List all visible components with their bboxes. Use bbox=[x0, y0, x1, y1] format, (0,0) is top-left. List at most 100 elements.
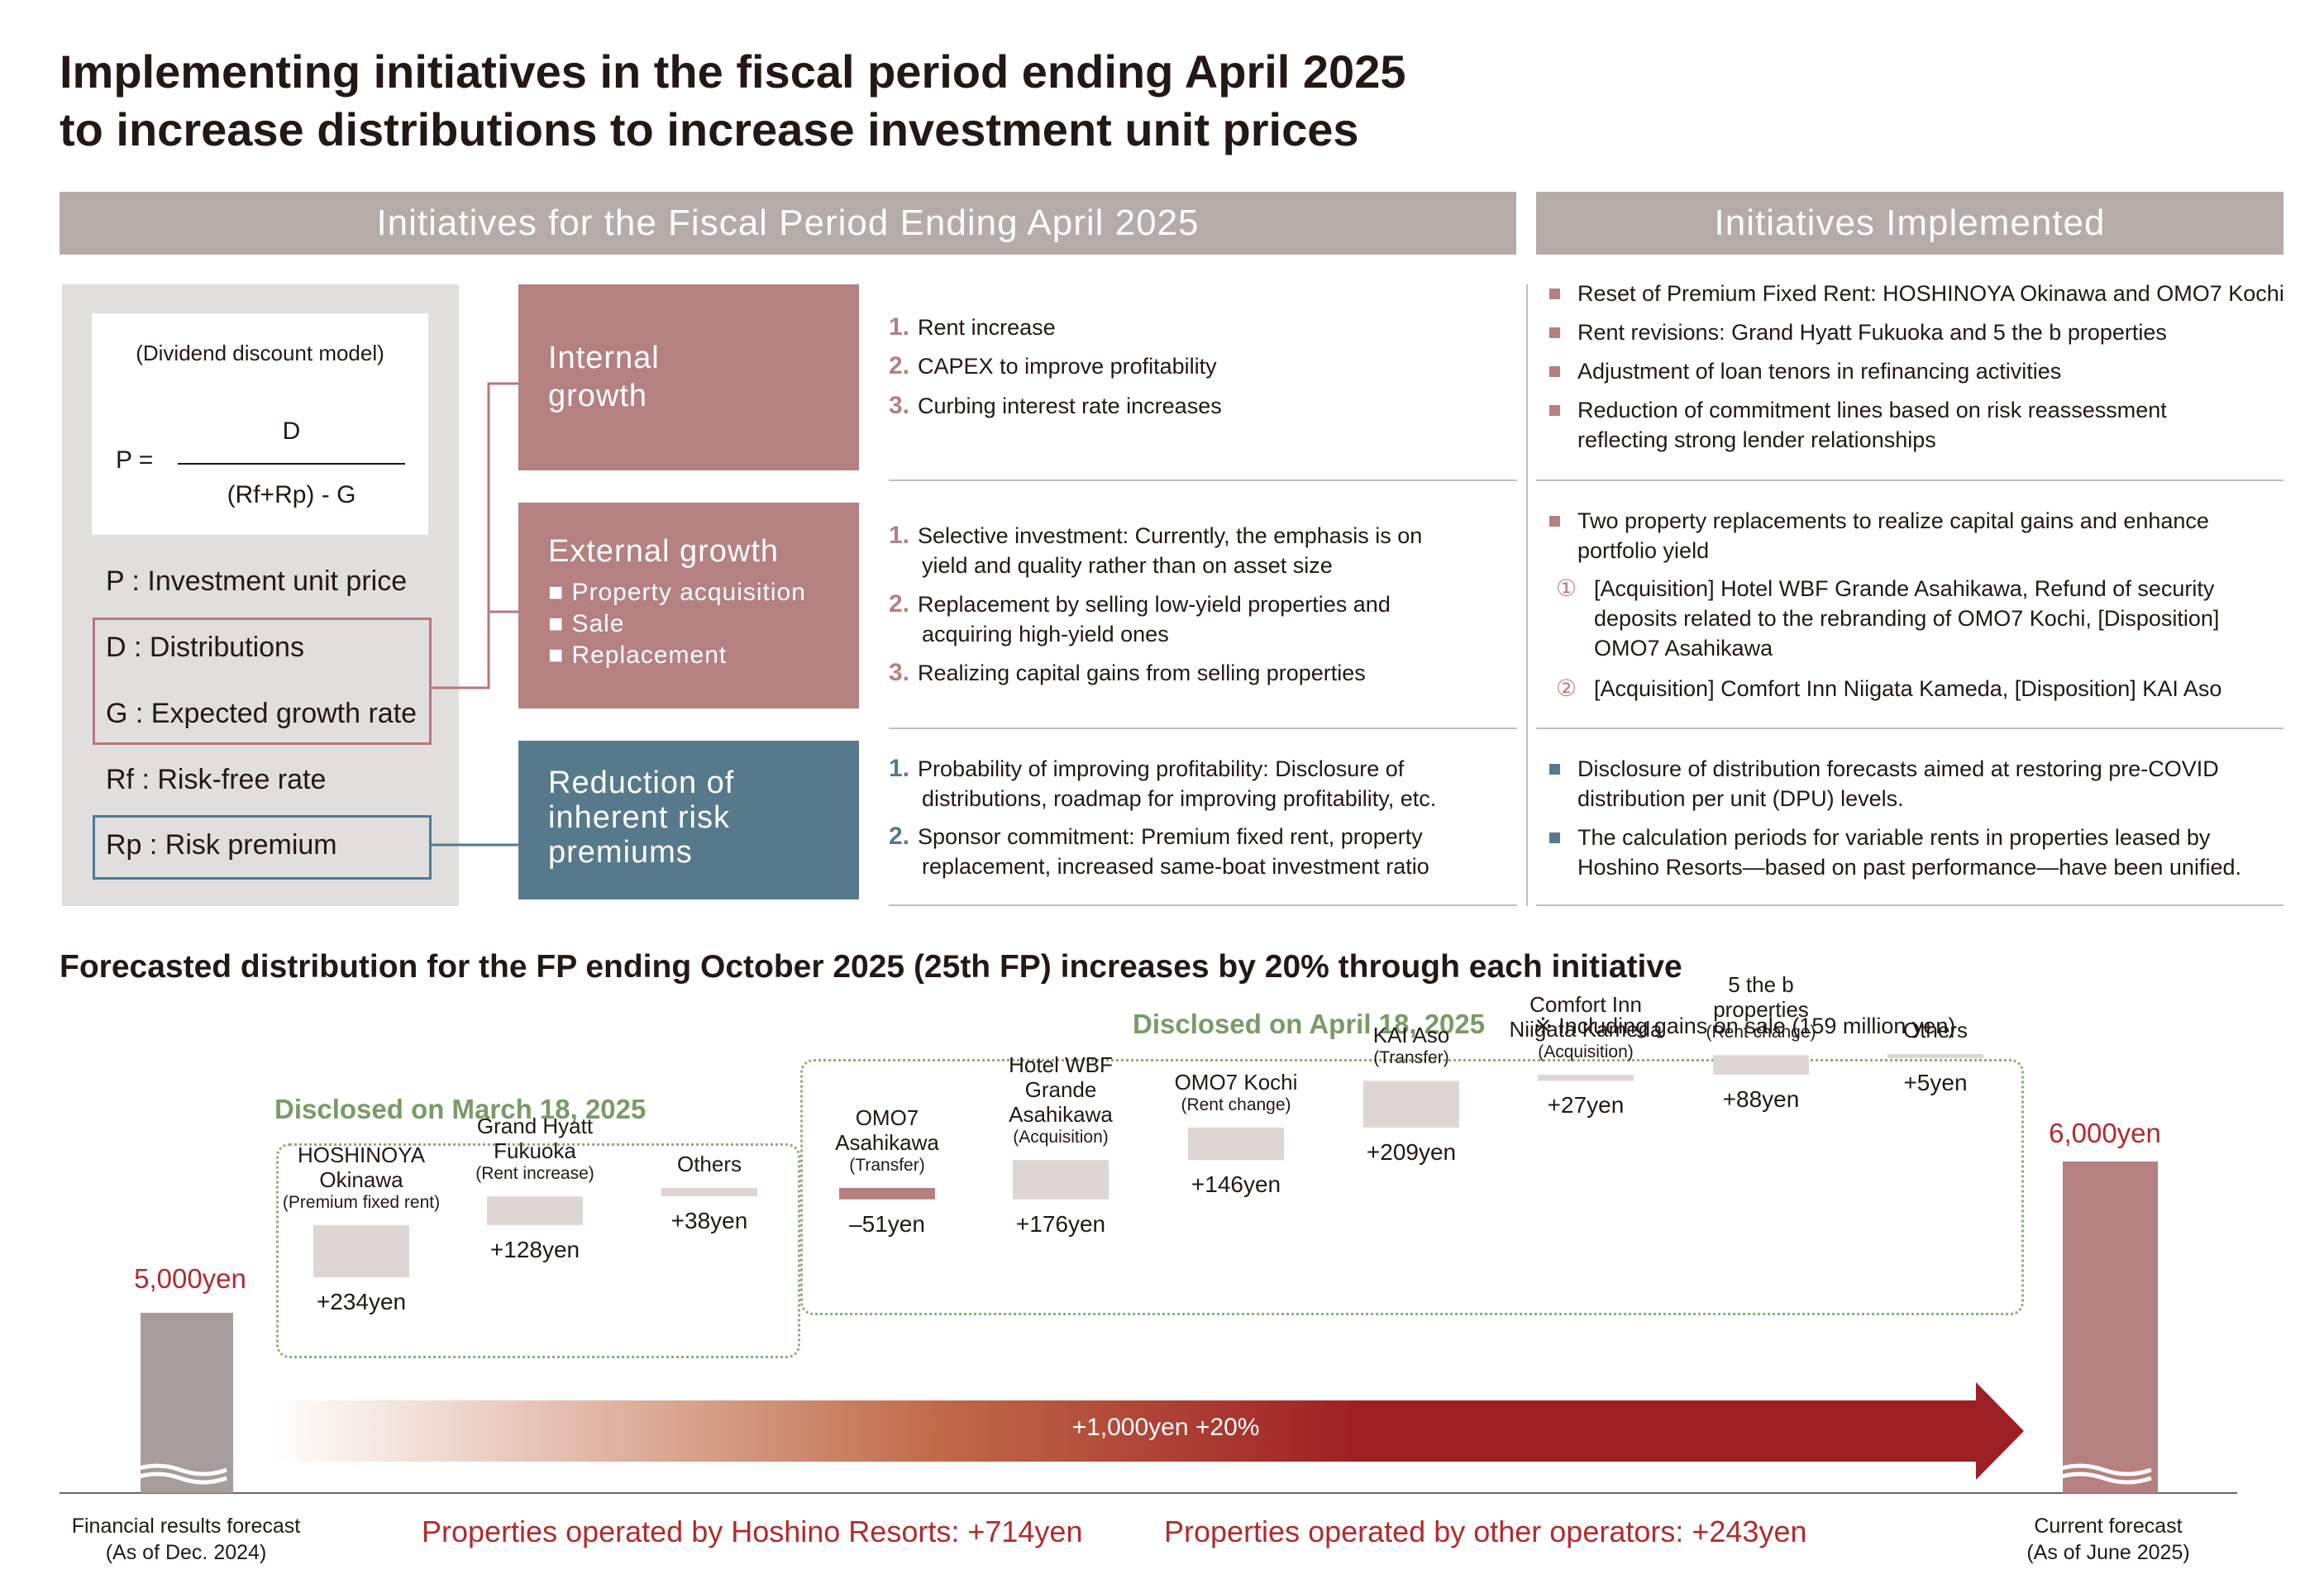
external-item-2: 2. Replacement by selling low-yield prope… bbox=[889, 590, 1391, 646]
step-label-line: Others bbox=[676, 1152, 742, 1176]
step-bar-8 bbox=[1538, 1075, 1634, 1081]
frame-d-g bbox=[93, 618, 432, 745]
category-internal-growth: Internal growth bbox=[518, 284, 859, 470]
step-label-line: Others bbox=[1902, 1018, 1968, 1042]
divider bbox=[1536, 727, 2283, 729]
divider bbox=[889, 479, 1517, 481]
step-value-7: +209yen bbox=[1366, 1138, 1457, 1165]
step-label-line: Asahikawa bbox=[1009, 1102, 1113, 1128]
step-label-6: OMO7 Kochi (Rent change) bbox=[1129, 1070, 1343, 1116]
step-note: (Rent change) bbox=[1706, 1023, 1816, 1042]
ddm-caption: (Dividend discount model) bbox=[136, 341, 384, 365]
var-rp: Rp : Risk premium bbox=[106, 829, 337, 861]
step-value-2: +128yen bbox=[489, 1236, 580, 1262]
step-note: (Rent increase) bbox=[475, 1164, 594, 1184]
step-value-6: +146yen bbox=[1191, 1171, 1281, 1198]
var-rf: Rf : Risk-free rate bbox=[106, 764, 327, 795]
header-implemented: Initiatives Implemented bbox=[1536, 192, 2283, 255]
external-item-1: 1. Selective investment: Currently, the e… bbox=[889, 522, 1423, 578]
step-value-5: +176yen bbox=[1015, 1210, 1106, 1237]
implemented-internal-3: Adjustment of loan tenors in refinancing… bbox=[1548, 356, 2292, 386]
step-label-7: KAI Aso (Transfer) bbox=[1304, 1023, 1519, 1069]
step-label-5: Hotel WBF Grande Asahikawa (Acquisition) bbox=[953, 1052, 1168, 1148]
header-initiatives: Initiatives for the Fiscal Period Ending… bbox=[60, 192, 1516, 255]
implemented-external-main: Two property replacements to realize cap… bbox=[1548, 506, 2292, 565]
category-risk-reduction: Reduction of inherent risk premiums bbox=[518, 741, 859, 899]
step-note: (Rent change) bbox=[1181, 1095, 1291, 1114]
end-axis-break bbox=[2055, 1463, 2152, 1485]
page-title: Implementing initiatives in the fiscal p… bbox=[60, 43, 1713, 159]
implemented-external-sub-1: ① [Acquisition] Hotel WBF Grande Asahikaw… bbox=[1556, 575, 2220, 661]
implemented-external-sub-2: ② [Acquisition] Comfort Inn Niigata Kamed… bbox=[1556, 675, 2222, 701]
step-label-line: 5 the b bbox=[1728, 972, 1794, 998]
divider bbox=[1536, 479, 2283, 481]
category-external-growth: External growth ■ Property acquisition ■… bbox=[518, 503, 859, 708]
disclosed-april-label: Disclosed on April 18, 2025 bbox=[1133, 1009, 1486, 1039]
external-sub-3: ■ Replacement bbox=[548, 642, 728, 669]
step-label-line: properties bbox=[1713, 997, 1809, 1023]
internal-item-2: 2. CAPEX to improve profitability bbox=[889, 352, 1217, 379]
end-caption: Current forecast (As of June 2025) bbox=[2026, 1515, 2190, 1564]
step-value-9: +88yen bbox=[1722, 1086, 1800, 1113]
implemented-risk-2: The calculation periods for variable ren… bbox=[1548, 823, 2292, 882]
step-bar-6 bbox=[1188, 1127, 1284, 1161]
step-label-line: Niigata Kameda bbox=[1509, 1017, 1663, 1042]
arrow-label: +1,000yen +20% bbox=[1071, 1414, 1260, 1441]
internal-item-3: 3. Curbing interest rate increases bbox=[889, 392, 1222, 419]
step-label-1: HOSHINOYA Okinawa (Premium fixed rent) bbox=[254, 1143, 469, 1214]
implemented-internal-1: Reset of Premium Fixed Rent: HOSHINOYA O… bbox=[1548, 279, 2292, 308]
step-label-line: Comfort Inn bbox=[1529, 992, 1642, 1017]
step-bar-3 bbox=[661, 1188, 757, 1197]
step-value-8: +27yen bbox=[1547, 1092, 1625, 1119]
divider bbox=[889, 904, 1517, 906]
april-group-box bbox=[800, 1059, 2024, 1315]
step-label-3: Others bbox=[602, 1152, 817, 1176]
march-group-box bbox=[276, 1143, 800, 1358]
title-line-1: Implementing initiatives in the fiscal p… bbox=[60, 45, 1406, 98]
step-value-10: +5yen bbox=[1903, 1070, 1968, 1095]
end-value-label: 6,000yen bbox=[2049, 1118, 2161, 1148]
risk-item-1: 1. Probability of improving profitability… bbox=[889, 755, 1437, 811]
risk-title-3: premiums bbox=[548, 835, 693, 870]
frame-rp bbox=[93, 815, 432, 880]
internal-item-1: 1. Rent increase bbox=[889, 313, 1056, 341]
step-bar-4 bbox=[839, 1188, 935, 1200]
external-sub-2: ■ Sale bbox=[548, 610, 625, 637]
implemented-internal-2: Rent revisions: Grand Hyatt Fukuoka and … bbox=[1548, 317, 2292, 347]
implemented-internal-4: Reduction of commitment lines based on r… bbox=[1548, 395, 2292, 455]
step-label-10: Others bbox=[1828, 1018, 2043, 1042]
step-label-line: Hotel WBF bbox=[1009, 1052, 1113, 1078]
step-note: (Transfer) bbox=[1373, 1048, 1449, 1068]
step-label-9: 5 the b properties (Rent change) bbox=[1654, 972, 1868, 1043]
divider bbox=[1536, 904, 2283, 906]
step-label-line: Fukuoka bbox=[494, 1138, 576, 1164]
step-bar-9 bbox=[1713, 1055, 1809, 1076]
start-caption: Financial results forecast (As of Dec. 20… bbox=[71, 1515, 301, 1564]
step-label-8: Comfort Inn Niigata Kameda (Acquisition) bbox=[1478, 992, 1693, 1063]
external-sub-1: ■ Property acquisition bbox=[548, 579, 806, 606]
increase-arrow bbox=[273, 1382, 2024, 1480]
external-item-3: 3. Realizing capital gains from selling p… bbox=[889, 659, 1366, 686]
ddm-formula-box bbox=[92, 313, 428, 535]
step-label-line: HOSHINOYA bbox=[297, 1142, 426, 1167]
step-label-line: Grande bbox=[1024, 1077, 1097, 1103]
implemented-risk-1: Disclosure of distribution forecasts aim… bbox=[1548, 754, 2292, 813]
step-bar-5 bbox=[1013, 1160, 1109, 1200]
disclosed-march-label: Disclosed on March 18, 2025 bbox=[274, 1094, 647, 1124]
step-label-line: OMO7 bbox=[855, 1104, 919, 1130]
risk-item-2: 2. Sponsor commitment: Premium fixed rent… bbox=[889, 823, 1429, 879]
var-g: G : Expected growth rate bbox=[106, 698, 418, 729]
step-note: (Acquisition) bbox=[1538, 1042, 1634, 1061]
step-note: (Premium fixed rent) bbox=[282, 1192, 441, 1212]
gains-note: ※ Including gains on sale (159 million y… bbox=[1534, 1014, 1956, 1038]
formula-p: P = bbox=[116, 446, 154, 474]
var-d: D : Distributions bbox=[106, 632, 304, 663]
step-bar-1 bbox=[313, 1224, 409, 1277]
divider bbox=[889, 727, 1517, 729]
step-label-line: Okinawa bbox=[319, 1166, 403, 1192]
step-label-2: Grand Hyatt Fukuoka (Rent increase) bbox=[427, 1114, 642, 1185]
step-note: (Acquisition) bbox=[1013, 1128, 1109, 1147]
start-axis-break bbox=[133, 1463, 227, 1485]
